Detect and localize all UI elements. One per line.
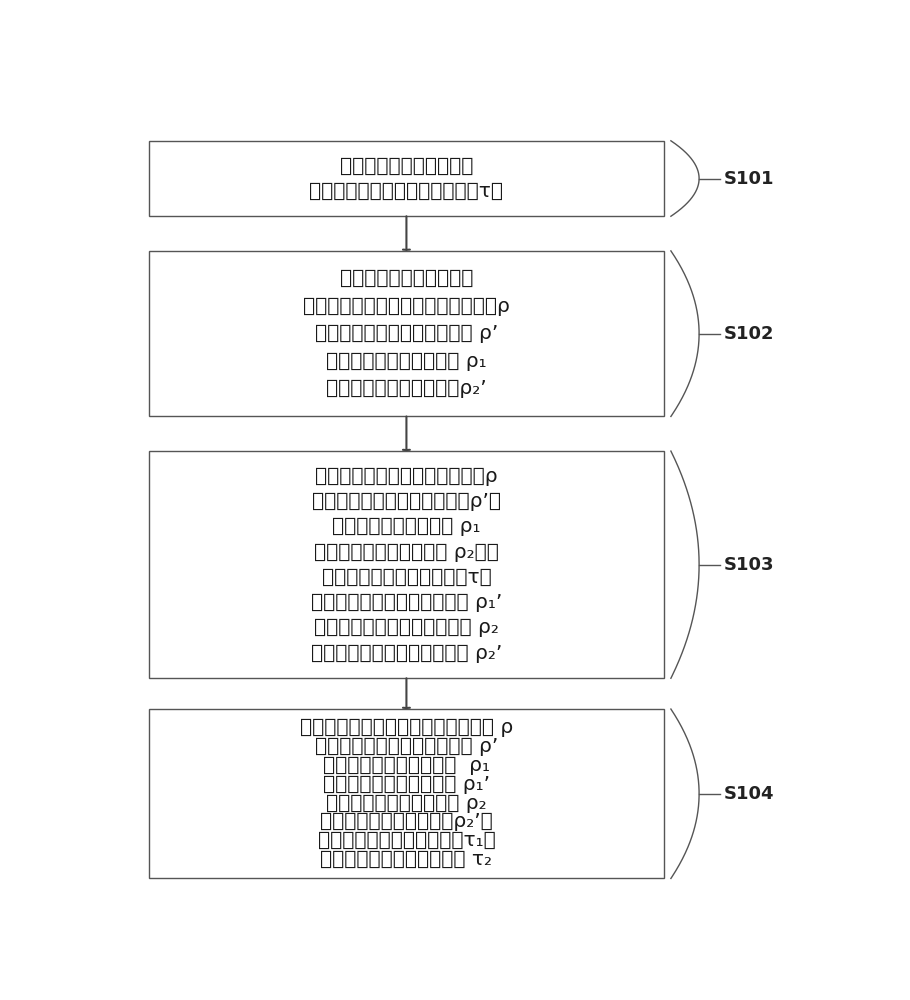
Text: 根据所述中空玻璃外侧的整体反射比 ρ: 根据所述中空玻璃外侧的整体反射比 ρ	[299, 718, 513, 737]
Text: 根据中空玻璃的外侧整体反射比ρ: 根据中空玻璃的外侧整体反射比ρ	[315, 467, 498, 486]
Text: 和第二玻璃内侧的反射比ρ₂’，: 和第二玻璃内侧的反射比ρ₂’，	[320, 812, 493, 831]
Text: 和中空玻璃的内侧整体反射比ρ’、: 和中空玻璃的内侧整体反射比ρ’、	[312, 492, 501, 511]
Text: 、中空玻璃的内侧整体反射比 ρ’: 、中空玻璃的内侧整体反射比 ρ’	[315, 324, 498, 343]
Text: 第一玻璃外侧的反射比 ρ₁: 第一玻璃外侧的反射比 ρ₁	[332, 517, 480, 536]
Text: 根据透射光路测量和计算: 根据透射光路测量和计算	[339, 156, 473, 175]
Text: ；所述第二玻璃外侧的反射比 ρ₂: ；所述第二玻璃外侧的反射比 ρ₂	[314, 618, 499, 637]
FancyBboxPatch shape	[149, 251, 664, 416]
Text: 得到所述中空玻璃的外侧整体反射比ρ: 得到所述中空玻璃的外侧整体反射比ρ	[303, 297, 510, 316]
Text: 和第二玻璃内侧的反射比ρ₂’: 和第二玻璃内侧的反射比ρ₂’	[326, 379, 487, 398]
Text: 、第一玻璃内侧的反射比 ρ₁’: 、第一玻璃内侧的反射比 ρ₁’	[323, 775, 490, 794]
FancyBboxPatch shape	[149, 141, 664, 216]
Text: 得到所述第二玻璃的透射比 τ₂: 得到所述第二玻璃的透射比 τ₂	[320, 850, 492, 869]
Text: 所述中空玻璃的整体透射比τ，: 所述中空玻璃的整体透射比τ，	[321, 568, 491, 587]
Text: 得到所述中空玻璃的整体透射比τ；: 得到所述中空玻璃的整体透射比τ；	[309, 182, 503, 201]
Text: 根据反射光路测量和计算: 根据反射光路测量和计算	[339, 269, 473, 288]
Text: 得到所述第一玻璃内侧反射比 ρ₁’: 得到所述第一玻璃内侧反射比 ρ₁’	[311, 593, 502, 612]
Text: 、第二玻璃外侧的反射比 ρ₂: 、第二玻璃外侧的反射比 ρ₂	[326, 794, 487, 813]
FancyBboxPatch shape	[149, 451, 664, 678]
Text: 、第一玻璃外侧的反射比  ρ₁: 、第一玻璃外侧的反射比 ρ₁	[323, 756, 490, 775]
Text: S102: S102	[723, 325, 774, 343]
Text: 、第一玻璃外侧的反射比 ρ₁: 、第一玻璃外侧的反射比 ρ₁	[326, 352, 487, 371]
Text: 得到所述第一玻璃的透射比τ₁；: 得到所述第一玻璃的透射比τ₁；	[318, 831, 495, 850]
Text: 、中空玻璃内侧的整体反射比 ρ’: 、中空玻璃内侧的整体反射比 ρ’	[315, 737, 498, 756]
Text: S101: S101	[723, 170, 774, 188]
Text: S103: S103	[723, 556, 774, 574]
Text: S104: S104	[723, 785, 774, 803]
FancyBboxPatch shape	[149, 709, 664, 878]
Text: 与第二玻璃内侧的反射比相同 ρ₂’: 与第二玻璃内侧的反射比相同 ρ₂’	[311, 644, 502, 663]
Text: 和第二玻璃内侧的反射比 ρ₂以及: 和第二玻璃内侧的反射比 ρ₂以及	[314, 543, 499, 562]
